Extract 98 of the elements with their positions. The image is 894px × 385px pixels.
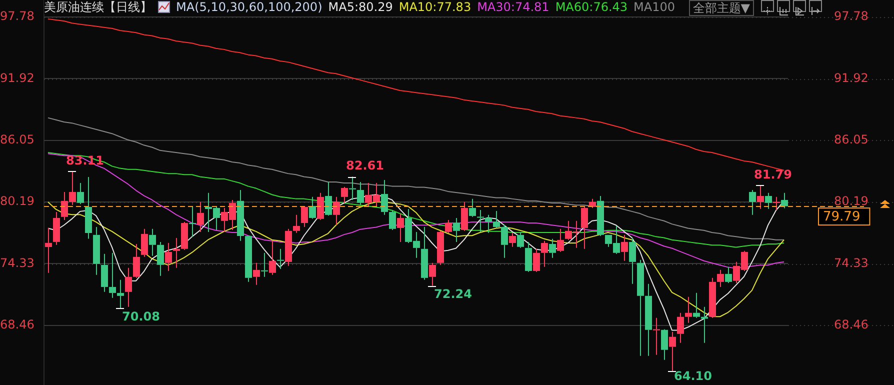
y2-tick-label: 86.05 [834, 132, 868, 147]
candlestick [717, 269, 724, 288]
candlestick [445, 219, 452, 234]
annotation: 全部主题▼ [688, 0, 754, 16]
candlestick [661, 330, 668, 360]
candlestick [685, 296, 692, 324]
candlestick [357, 181, 364, 206]
candlestick [669, 331, 676, 372]
candlestick [197, 201, 204, 232]
candlestick [181, 221, 188, 250]
candlestick [757, 184, 764, 210]
candlestick [533, 248, 540, 272]
y-tick-label: 74.33 [0, 256, 34, 270]
candlestick [477, 209, 484, 232]
candlestick [333, 196, 340, 226]
text: MA10:77.83 [398, 0, 472, 14]
annotation: 64.10 [674, 369, 712, 384]
candlestick [509, 232, 516, 248]
legend-title: MA(5,10,30,60,100,200) [176, 0, 322, 14]
candlestick [469, 198, 476, 218]
candlestick [765, 192, 772, 210]
y-tick-label: 97.78 [0, 9, 34, 24]
text: MA100 [634, 0, 676, 14]
candlestick [261, 252, 268, 278]
candlestick [277, 248, 284, 270]
candlestick [85, 176, 92, 240]
candlestick [709, 277, 716, 318]
candlestick [309, 196, 316, 220]
candlestick [237, 189, 244, 242]
candlestick [429, 262, 436, 286]
candlestick [53, 211, 60, 246]
candlestick [93, 226, 100, 276]
y2-tick-label: 91.92 [834, 70, 868, 85]
candlestick [389, 209, 396, 230]
candlestick [349, 176, 356, 200]
candlestick [597, 195, 604, 236]
candlestick [109, 252, 116, 298]
candlestick [677, 312, 684, 344]
candlestick [293, 214, 300, 234]
candlestick [189, 206, 196, 238]
candlestick [173, 237, 180, 268]
candlestick [693, 292, 700, 318]
candlestick [45, 227, 52, 274]
candlestick [133, 243, 140, 278]
annotation: 82.61 [346, 158, 384, 173]
candlestick [397, 213, 404, 242]
candlestick [517, 231, 524, 248]
candlestick [653, 317, 660, 356]
y-tick-label: 91.92 [0, 70, 34, 85]
annotation: 81.79 [754, 167, 792, 182]
text: MA60:76.43 [555, 0, 628, 14]
y-tick-label: 80.19 [0, 194, 34, 208]
candlestick [485, 214, 492, 234]
candlestick [77, 182, 84, 205]
candlestick [269, 240, 276, 276]
candlestick [317, 192, 324, 220]
candlestick [629, 237, 636, 284]
candlestick [165, 242, 172, 272]
y2-tick-label: 68.46 [834, 318, 868, 332]
candlestick [645, 283, 652, 356]
candlestick [253, 262, 260, 286]
candlestick [781, 192, 788, 209]
candlestick [341, 186, 348, 204]
candlestick [125, 267, 132, 308]
candlestick [557, 228, 564, 252]
candlestick [773, 196, 780, 210]
candlestick [541, 240, 548, 268]
candlestick [493, 210, 500, 228]
candlestick [101, 253, 108, 292]
y2-tick-label: 74.33 [834, 256, 868, 270]
candlestick [285, 228, 292, 266]
candlestick [421, 226, 428, 280]
text: MA30:74.81 [477, 0, 550, 14]
candlestick [621, 234, 628, 262]
y-tick-label: 86.05 [0, 132, 34, 147]
annotation: 72.24 [434, 286, 472, 301]
y2-tick-label: 97.78 [834, 9, 868, 24]
candlestick [501, 224, 508, 258]
y2-tick-label: 80.19 [834, 194, 868, 208]
annotation: 70.08 [122, 310, 160, 324]
chart-title: 美原油连续【日线】 [44, 0, 152, 14]
candlestick [581, 205, 588, 250]
candlestick [725, 266, 732, 284]
text: MA5:80.29 [328, 0, 393, 14]
candlestick [141, 228, 148, 258]
candlestick [149, 228, 156, 256]
candlestick [637, 259, 644, 356]
candlestick [749, 189, 756, 216]
candlestick [117, 279, 124, 309]
candlestick [525, 241, 532, 272]
candlestick [245, 236, 252, 282]
candlestick [549, 238, 556, 258]
candlestick [437, 230, 444, 266]
y-tick-label: 68.46 [0, 318, 34, 332]
ref-line-label: 79.79 [823, 209, 860, 224]
candlestick [157, 241, 164, 276]
candlestick [453, 217, 460, 242]
candlestick [381, 179, 388, 216]
